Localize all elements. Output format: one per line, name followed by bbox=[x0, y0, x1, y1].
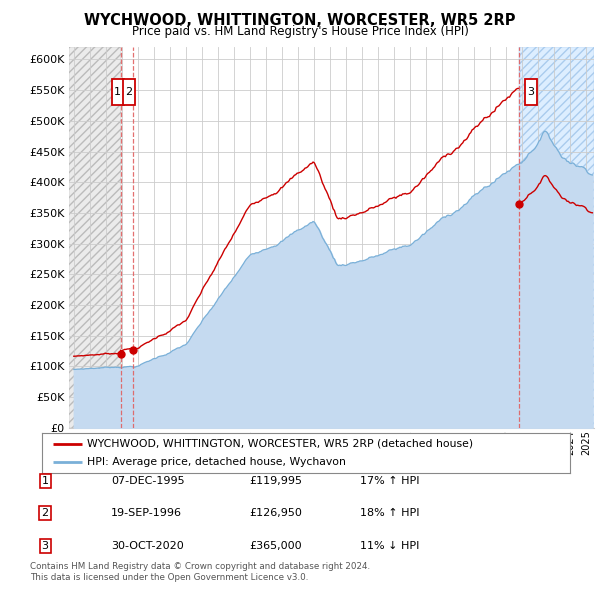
Bar bbox=[519, 47, 594, 428]
Text: £126,950: £126,950 bbox=[249, 509, 302, 518]
Text: Price paid vs. HM Land Registry's House Price Index (HPI): Price paid vs. HM Land Registry's House … bbox=[131, 25, 469, 38]
Text: 2: 2 bbox=[41, 509, 49, 518]
Bar bbox=[69, 47, 121, 428]
Text: 17% ↑ HPI: 17% ↑ HPI bbox=[360, 476, 419, 486]
Text: HPI: Average price, detached house, Wychavon: HPI: Average price, detached house, Wych… bbox=[87, 457, 346, 467]
Text: WYCHWOOD, WHITTINGTON, WORCESTER, WR5 2RP (detached house): WYCHWOOD, WHITTINGTON, WORCESTER, WR5 2R… bbox=[87, 439, 473, 449]
Bar bbox=[112, 79, 124, 105]
Text: 19-SEP-1996: 19-SEP-1996 bbox=[111, 509, 182, 518]
Text: 07-DEC-1995: 07-DEC-1995 bbox=[111, 476, 185, 486]
Text: £119,995: £119,995 bbox=[249, 476, 302, 486]
Text: 3: 3 bbox=[41, 541, 49, 550]
Bar bbox=[123, 79, 135, 105]
Text: 3: 3 bbox=[527, 87, 535, 97]
Bar bbox=[519, 47, 594, 428]
Text: £365,000: £365,000 bbox=[249, 541, 302, 550]
Bar bbox=[525, 79, 537, 105]
Text: Contains HM Land Registry data © Crown copyright and database right 2024.: Contains HM Land Registry data © Crown c… bbox=[30, 562, 370, 571]
Text: 30-OCT-2020: 30-OCT-2020 bbox=[111, 541, 184, 550]
Text: 18% ↑ HPI: 18% ↑ HPI bbox=[360, 509, 419, 518]
Text: 2: 2 bbox=[125, 87, 133, 97]
Text: This data is licensed under the Open Government Licence v3.0.: This data is licensed under the Open Gov… bbox=[30, 573, 308, 582]
Text: WYCHWOOD, WHITTINGTON, WORCESTER, WR5 2RP: WYCHWOOD, WHITTINGTON, WORCESTER, WR5 2R… bbox=[84, 13, 516, 28]
Text: 1: 1 bbox=[41, 476, 49, 486]
Bar bbox=[69, 47, 121, 428]
Text: 1: 1 bbox=[114, 87, 121, 97]
Text: 11% ↓ HPI: 11% ↓ HPI bbox=[360, 541, 419, 550]
